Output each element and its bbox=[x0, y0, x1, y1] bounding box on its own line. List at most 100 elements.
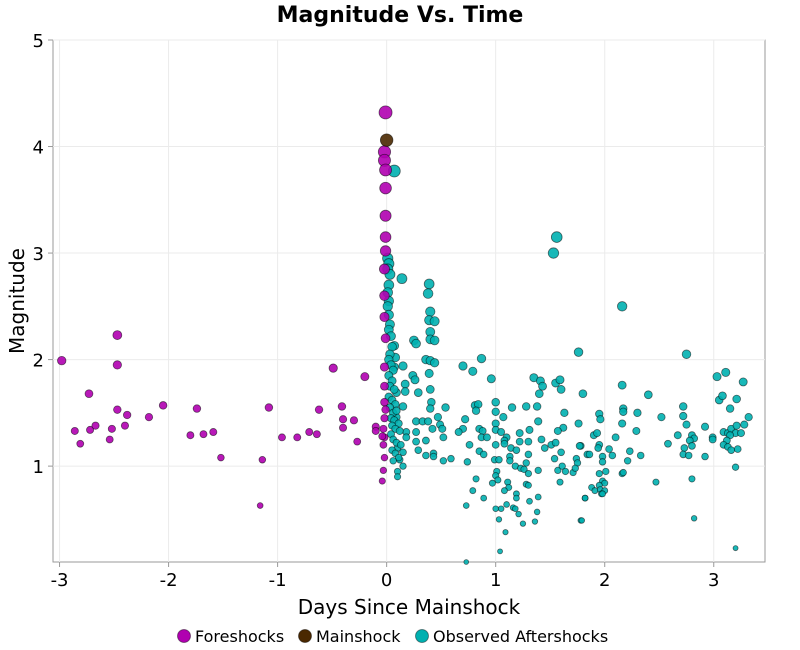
point-foreshocks bbox=[380, 333, 391, 344]
point-foreshocks bbox=[192, 404, 202, 413]
x-axis-label: Days Since Mainshock bbox=[298, 595, 521, 619]
point-foreshocks bbox=[349, 416, 359, 425]
point-observed-aftershocks bbox=[400, 387, 410, 396]
point-foreshocks bbox=[112, 360, 122, 370]
point-foreshocks bbox=[378, 432, 387, 441]
point-observed-aftershocks bbox=[684, 451, 693, 460]
point-observed-aftershocks bbox=[524, 481, 532, 489]
point-foreshocks bbox=[107, 424, 116, 433]
y-tick-label: 1 bbox=[33, 457, 44, 478]
point-observed-aftershocks bbox=[491, 440, 500, 449]
point-observed-aftershocks bbox=[732, 394, 741, 404]
point-observed-aftershocks bbox=[395, 426, 404, 435]
x-tick-label: -3 bbox=[51, 570, 69, 591]
point-observed-aftershocks bbox=[429, 452, 438, 461]
point-observed-aftershocks bbox=[393, 473, 402, 481]
point-observed-aftershocks bbox=[678, 402, 688, 411]
legend-marker bbox=[298, 629, 312, 643]
point-observed-aftershocks bbox=[553, 426, 562, 435]
point-observed-aftershocks bbox=[595, 469, 603, 478]
point-observed-aftershocks bbox=[581, 494, 589, 502]
point-observed-aftershocks bbox=[462, 502, 470, 509]
point-observed-aftershocks bbox=[399, 462, 407, 470]
point-observed-aftershocks bbox=[412, 437, 420, 446]
point-observed-aftershocks bbox=[555, 375, 565, 385]
point-observed-aftershocks bbox=[550, 231, 563, 243]
point-observed-aftershocks bbox=[718, 391, 727, 401]
point-foreshocks bbox=[120, 421, 130, 430]
point-observed-aftershocks bbox=[619, 407, 628, 416]
point-foreshocks bbox=[360, 372, 370, 382]
point-observed-aftershocks bbox=[421, 436, 430, 445]
point-foreshocks bbox=[379, 209, 392, 222]
point-observed-aftershocks bbox=[602, 467, 610, 476]
point-observed-aftershocks bbox=[605, 445, 613, 453]
point-foreshocks bbox=[186, 431, 195, 440]
point-observed-aftershocks bbox=[537, 435, 546, 444]
point-observed-aftershocks bbox=[574, 419, 583, 428]
point-observed-aftershocks bbox=[428, 424, 437, 433]
point-observed-aftershocks bbox=[598, 458, 607, 466]
point-observed-aftershocks bbox=[652, 478, 660, 486]
point-observed-aftershocks bbox=[468, 366, 478, 376]
x-tick-label: 0 bbox=[381, 570, 392, 591]
y-tick-label: 2 bbox=[33, 351, 44, 372]
point-observed-aftershocks bbox=[497, 548, 503, 555]
point-observed-aftershocks bbox=[515, 510, 522, 518]
point-foreshocks bbox=[338, 415, 348, 424]
point-foreshocks bbox=[122, 410, 132, 420]
y-tick-label: 5 bbox=[33, 31, 44, 52]
point-observed-aftershocks bbox=[471, 406, 481, 415]
point-observed-aftershocks bbox=[533, 508, 541, 516]
point-observed-aftershocks bbox=[744, 412, 753, 422]
point-observed-aftershocks bbox=[495, 516, 503, 523]
point-observed-aftershocks bbox=[500, 439, 509, 448]
legend-label: Mainshock bbox=[316, 627, 401, 646]
point-observed-aftershocks bbox=[636, 451, 645, 460]
point-observed-aftershocks bbox=[439, 433, 448, 442]
point-foreshocks bbox=[379, 163, 392, 177]
point-observed-aftershocks bbox=[673, 431, 682, 440]
point-observed-aftershocks bbox=[550, 454, 559, 463]
point-observed-aftershocks bbox=[534, 466, 542, 475]
point-observed-aftershocks bbox=[725, 404, 735, 413]
point-observed-aftershocks bbox=[512, 505, 519, 513]
point-foreshocks bbox=[113, 405, 122, 414]
point-foreshocks bbox=[112, 330, 123, 340]
point-foreshocks bbox=[378, 263, 390, 275]
point-observed-aftershocks bbox=[712, 372, 722, 382]
point-observed-aftershocks bbox=[690, 515, 698, 522]
point-observed-aftershocks bbox=[591, 487, 599, 495]
point-observed-aftershocks bbox=[560, 408, 569, 418]
point-foreshocks bbox=[328, 363, 338, 373]
point-foreshocks bbox=[353, 437, 362, 446]
point-observed-aftershocks bbox=[596, 415, 605, 424]
point-observed-aftershocks bbox=[534, 417, 543, 426]
point-observed-aftershocks bbox=[439, 457, 448, 465]
y-tick-label: 3 bbox=[33, 244, 44, 265]
y-axis-label: Magnitude bbox=[5, 248, 29, 354]
point-foreshocks bbox=[293, 433, 302, 442]
point-foreshocks bbox=[379, 311, 390, 323]
point-observed-aftershocks bbox=[561, 467, 570, 476]
point-foreshocks bbox=[76, 439, 85, 448]
point-foreshocks bbox=[264, 403, 274, 412]
point-observed-aftershocks bbox=[399, 448, 407, 457]
point-foreshocks bbox=[84, 389, 94, 399]
point-observed-aftershocks bbox=[433, 412, 443, 422]
chart-title: Magnitude Vs. Time bbox=[277, 3, 524, 28]
point-observed-aftershocks bbox=[492, 505, 499, 513]
point-observed-aftershocks bbox=[619, 468, 627, 477]
point-observed-aftershocks bbox=[679, 411, 688, 421]
point-observed-aftershocks bbox=[426, 404, 435, 413]
point-observed-aftershocks bbox=[423, 278, 435, 290]
point-foreshocks bbox=[278, 433, 286, 442]
point-observed-aftershocks bbox=[732, 545, 739, 552]
point-observed-aftershocks bbox=[721, 367, 731, 377]
point-observed-aftershocks bbox=[465, 440, 474, 449]
point-observed-aftershocks bbox=[578, 517, 586, 524]
point-foreshocks bbox=[314, 405, 324, 414]
point-observed-aftershocks bbox=[463, 559, 470, 565]
data-points bbox=[57, 105, 753, 565]
point-observed-aftershocks bbox=[454, 428, 463, 437]
